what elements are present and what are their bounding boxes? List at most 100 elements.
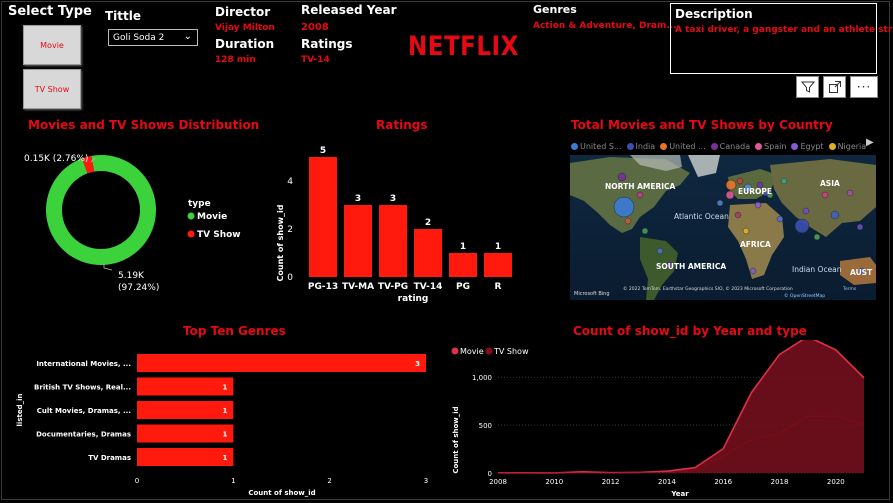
map-bubble[interactable] bbox=[743, 183, 753, 193]
map-bubble[interactable] bbox=[716, 199, 724, 207]
legend-movie-label: Movie bbox=[197, 212, 227, 222]
map-bubble[interactable] bbox=[617, 172, 627, 182]
genres-bar[interactable] bbox=[137, 354, 426, 372]
genres-bar[interactable] bbox=[137, 377, 234, 396]
world-map[interactable]: NORTH AMERICA EUROPE ASIA AFRICA SOUTH A… bbox=[570, 155, 876, 300]
map-terms-link[interactable]: Terms bbox=[842, 286, 857, 292]
ratings-chart: 0 2 4 5 PG-13 3 TV-MA 3 TV-PG 2 TV-14 1 PG 1 R Count o… bbox=[276, 146, 512, 304]
map-label-europe: EUROPE bbox=[738, 187, 772, 196]
donut-slice-movie[interactable] bbox=[46, 155, 156, 265]
ratings-data-label: 3 bbox=[390, 194, 396, 204]
map-bubble[interactable] bbox=[742, 227, 750, 235]
genres-bar[interactable] bbox=[137, 401, 234, 419]
ratings-ytick: 0 bbox=[287, 273, 293, 283]
map-bubble[interactable] bbox=[813, 233, 821, 241]
map-bing-logo: Microsoft Bing bbox=[574, 291, 610, 297]
map-bubble[interactable] bbox=[666, 261, 674, 269]
ratings-bar[interactable] bbox=[309, 157, 337, 277]
map-bubble[interactable] bbox=[725, 190, 735, 200]
title-label: Tittle bbox=[105, 9, 142, 23]
ratings-ylabel: Count of show_id bbox=[276, 204, 285, 281]
duration-value: 128 min bbox=[215, 55, 256, 65]
map-legend: United S... India United ... Canada Spain Egy… bbox=[571, 140, 871, 152]
year-xtick: 2010 bbox=[545, 478, 563, 486]
map-bubble[interactable] bbox=[613, 196, 635, 218]
genres-xtick: 3 bbox=[424, 477, 428, 485]
map-label-asia: ASIA bbox=[820, 179, 840, 188]
map-label-atlantic: Atlantic Ocean bbox=[674, 212, 729, 221]
year-legend-tvshow-marker bbox=[485, 347, 493, 355]
map-bubble[interactable] bbox=[754, 201, 762, 209]
map-legend-marker bbox=[710, 142, 718, 150]
legend-next-icon[interactable]: ▶ bbox=[866, 137, 874, 148]
genres-ytick: TV Dramas bbox=[88, 454, 131, 462]
map-bubble[interactable] bbox=[794, 218, 810, 234]
map-osm-link[interactable]: © OpenStreetMap bbox=[784, 292, 825, 299]
map-bubble[interactable] bbox=[641, 227, 649, 235]
map-bubble[interactable] bbox=[846, 189, 854, 197]
filter-button[interactable] bbox=[796, 76, 819, 98]
map-bubble[interactable] bbox=[725, 179, 737, 191]
tvshow-button[interactable]: TV Show bbox=[23, 69, 81, 109]
map-land-australia bbox=[840, 257, 876, 285]
map-legend-item: United S... bbox=[571, 142, 622, 151]
map-bubble[interactable] bbox=[821, 191, 829, 199]
map-land-greenland bbox=[688, 155, 720, 177]
map-bubble[interactable] bbox=[802, 207, 810, 215]
map-bubble[interactable] bbox=[636, 191, 644, 199]
ratings-bar[interactable] bbox=[484, 253, 512, 277]
map-bubble[interactable] bbox=[858, 267, 866, 275]
map-bubble[interactable] bbox=[856, 223, 864, 231]
map-land-asia bbox=[770, 159, 876, 237]
year-ylabel: Count of show_id bbox=[452, 406, 460, 473]
map-attribution: © 2022 TomTom, Earthstar Geographics SIO… bbox=[623, 285, 793, 292]
map-legend-label: Nigeria bbox=[837, 141, 867, 151]
map-bubble[interactable] bbox=[756, 181, 764, 189]
select-type-label: Select Type bbox=[8, 4, 92, 19]
map-legend-item: Spain bbox=[755, 142, 786, 151]
ratings-title: Ratings bbox=[376, 118, 428, 132]
genres-ytick: Cult Movies, Dramas, ... bbox=[37, 407, 131, 415]
ratings-bar[interactable] bbox=[414, 229, 442, 277]
genres-data-label: 1 bbox=[222, 431, 227, 439]
genres-data-label: 1 bbox=[222, 454, 227, 462]
more-options-button[interactable]: ··· bbox=[850, 76, 878, 98]
movie-button[interactable]: Movie bbox=[23, 25, 81, 65]
ratings-xtick: PG-13 bbox=[308, 282, 338, 292]
ratings-xtick: PG bbox=[456, 282, 470, 292]
map-label-indian: Indian Ocean bbox=[792, 265, 842, 274]
title-dropdown[interactable]: Goli Soda 2 ⌄ bbox=[108, 29, 198, 46]
year-ytick: 0 bbox=[488, 470, 492, 478]
map-bubble[interactable] bbox=[830, 210, 840, 220]
ratings-bar[interactable] bbox=[344, 205, 372, 277]
genres-ytick: International Movies, ... bbox=[36, 360, 131, 368]
donut-slice-tv-show[interactable] bbox=[81, 155, 95, 174]
map-bubble[interactable] bbox=[776, 215, 784, 223]
map-land-south-america bbox=[640, 237, 678, 300]
focus-mode-button[interactable] bbox=[823, 76, 846, 98]
genres-xlabel: Count of show_id bbox=[248, 489, 315, 497]
map-bubble[interactable] bbox=[736, 177, 744, 185]
map-legend-item: Egypt bbox=[791, 141, 824, 151]
donut-movie-label-pct: (97.24%) bbox=[118, 283, 159, 293]
netflix-logo: NETFLIX bbox=[408, 32, 519, 62]
map-bubble[interactable] bbox=[780, 177, 788, 185]
genres-bar[interactable] bbox=[137, 424, 234, 443]
year-line-tvshow[interactable] bbox=[497, 415, 865, 474]
map-legend-label: Spain bbox=[764, 141, 787, 151]
map-bubble[interactable] bbox=[734, 211, 742, 219]
released-label: Released Year bbox=[301, 3, 397, 17]
map-legend-label: Egypt bbox=[800, 141, 824, 151]
genres-bar[interactable] bbox=[137, 448, 234, 466]
map-legend-label: India bbox=[635, 141, 656, 151]
map-bubble[interactable] bbox=[624, 217, 632, 225]
map-bubble[interactable] bbox=[762, 189, 770, 197]
map-bubble[interactable] bbox=[656, 247, 664, 255]
genres-ylabel: listed_in bbox=[16, 394, 24, 427]
map-bubble[interactable] bbox=[749, 267, 757, 275]
description-label: Description bbox=[675, 7, 753, 21]
chevron-down-icon: ⌄ bbox=[183, 31, 192, 42]
ratings-bar[interactable] bbox=[379, 205, 407, 277]
ratings-bar[interactable] bbox=[449, 253, 477, 277]
year-area-movie[interactable] bbox=[498, 340, 864, 473]
